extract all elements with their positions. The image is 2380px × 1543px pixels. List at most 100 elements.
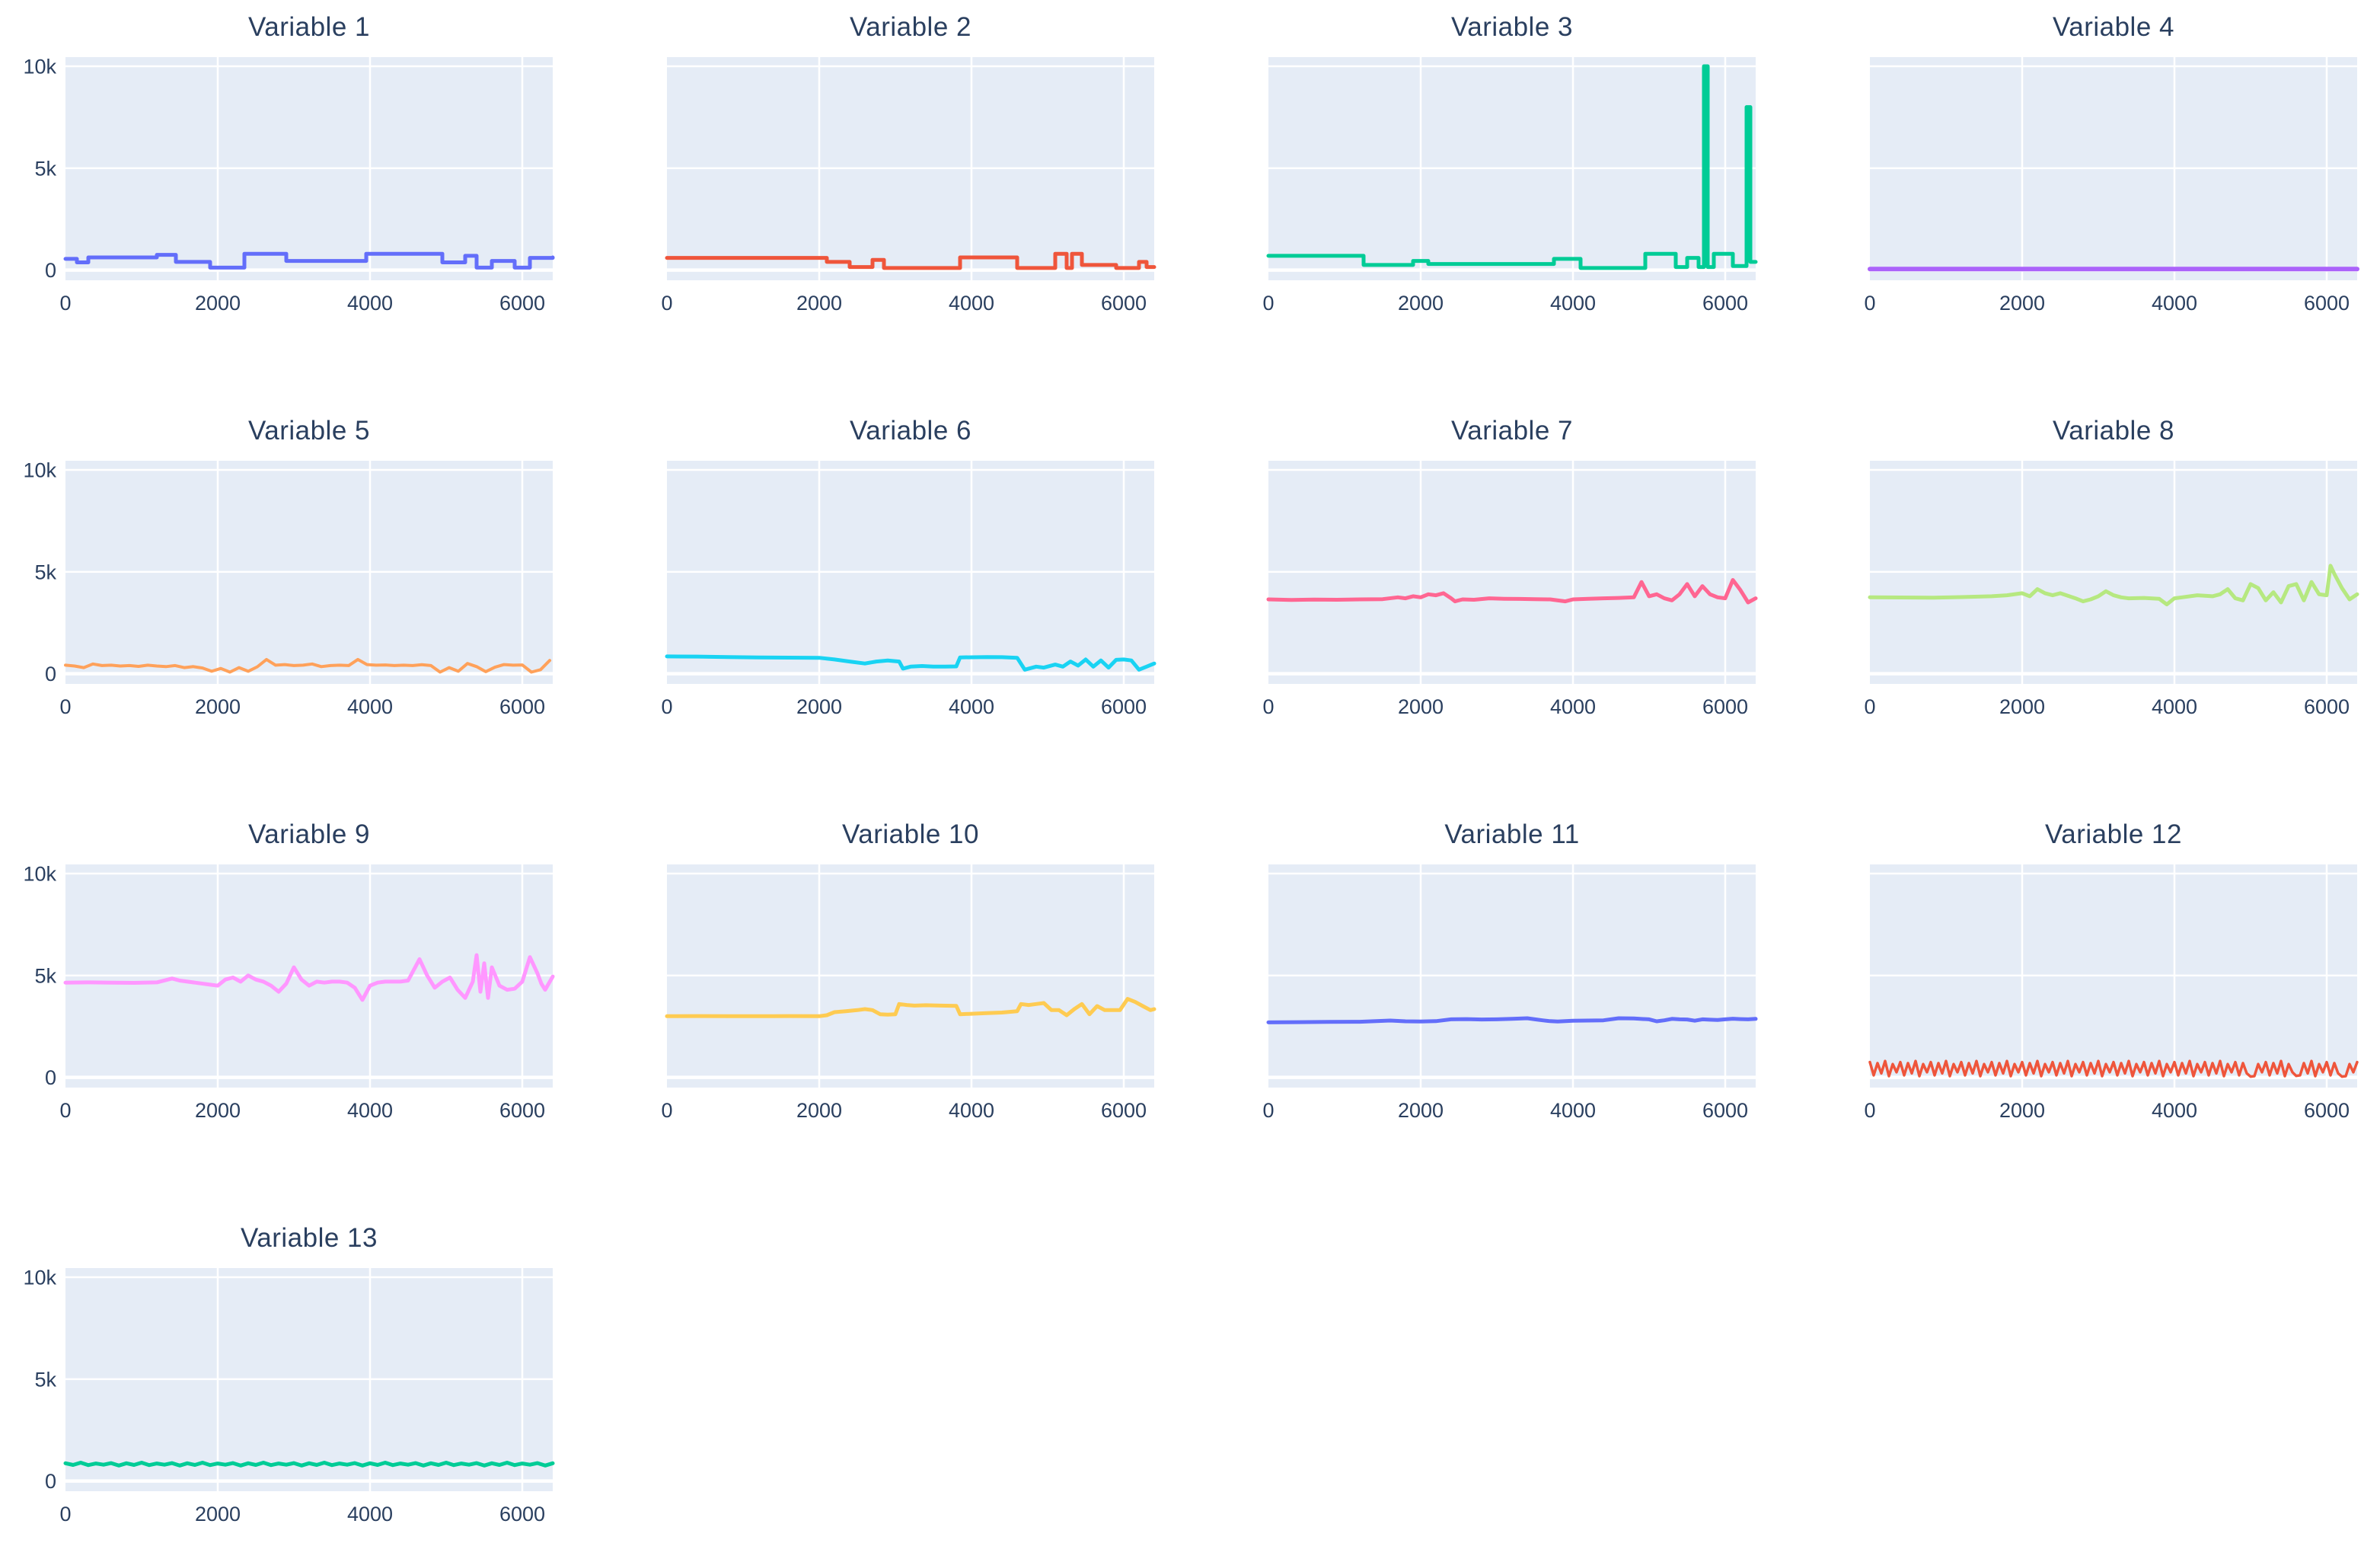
x-tick-label: 0	[1864, 1099, 1875, 1122]
x-tick-label: 0	[1262, 292, 1274, 315]
x-tick-label: 0	[59, 1503, 71, 1525]
x-tick-label: 6000	[1702, 1099, 1748, 1122]
subplot-variable-13[interactable]: Variable 13 0 2000 4000 6000 0 5k 10k	[0, 1211, 601, 1543]
x-tick-label: 2000	[195, 695, 241, 718]
subplot-variable-2[interactable]: Variable 2 0 2000 4000 6000	[601, 0, 1203, 404]
x-tick-label: 4000	[2152, 292, 2197, 315]
x-tick-label: 6000	[2304, 292, 2350, 315]
x-tick-label: 2000	[1398, 1099, 1444, 1122]
x-tick-label: 6000	[2304, 1099, 2350, 1122]
x-tick-label: 6000	[499, 1503, 545, 1525]
x-tick-label: 4000	[1550, 695, 1596, 718]
x-tick-label: 6000	[1101, 1099, 1147, 1122]
chart-plot-area[interactable]: 0 2000 4000 6000	[1804, 0, 2380, 404]
subplot-variable-1[interactable]: Variable 1 0 2000 4000 6000 0 5k 10k	[0, 0, 601, 404]
subplot-variable-12[interactable]: Variable 12 0 2000 4000 6000	[1804, 807, 2380, 1211]
x-tick-label: 6000	[499, 1099, 545, 1122]
x-tick-label: 2000	[1398, 292, 1444, 315]
line-series[interactable]	[1266, 578, 1758, 605]
chart-title: Variable 8	[2052, 416, 2174, 446]
subplot-variable-8[interactable]: Variable 8 0 2000 4000 6000	[1804, 404, 2380, 807]
x-tick-label: 2000	[1999, 292, 2045, 315]
y-tick-label: 10k	[23, 862, 56, 885]
x-tick-label: 2000	[796, 292, 842, 315]
y-tick-label: 10k	[23, 458, 56, 481]
x-tick-label: 0	[59, 292, 71, 315]
x-tick-label: 6000	[499, 292, 545, 315]
line-series[interactable]	[665, 654, 1157, 672]
x-tick-label: 0	[661, 292, 672, 315]
chart-title: Variable 9	[247, 819, 370, 849]
x-tick-label: 0	[59, 695, 71, 718]
y-tick-label: 0	[45, 663, 56, 685]
subplot-variable-9[interactable]: Variable 9 0 2000 4000 6000 0 5k 10k	[0, 807, 601, 1211]
chart-title: Variable 10	[842, 819, 979, 849]
chart-title: Variable 11	[1444, 819, 1580, 849]
chart-plot-area[interactable]: 0 2000 4000 6000	[601, 0, 1203, 404]
x-tick-label: 4000	[949, 292, 994, 315]
x-tick-label: 6000	[499, 695, 545, 718]
chart-plot-area[interactable]: 0 2000 4000 6000	[1203, 807, 1804, 1211]
y-tick-label: 10k	[23, 55, 56, 78]
chart-title: Variable 12	[2045, 819, 2182, 849]
y-tick-label: 0	[45, 259, 56, 282]
line-series[interactable]	[1266, 64, 1758, 270]
chart-plot-area[interactable]: 0 2000 4000 6000 0 5k 10k	[0, 807, 601, 1211]
x-tick-label: 6000	[1702, 292, 1748, 315]
chart-title: Variable 1	[247, 12, 370, 42]
chart-plot-area[interactable]: 0 2000 4000 6000	[1203, 404, 1804, 807]
x-tick-label: 4000	[2152, 695, 2197, 718]
chart-plot-area[interactable]: 0 2000 4000 6000 0 5k 10k	[0, 1211, 601, 1543]
x-tick-label: 4000	[2152, 1099, 2197, 1122]
y-tick-label: 5k	[34, 561, 56, 583]
x-tick-label: 0	[1864, 695, 1875, 718]
subplot-variable-7[interactable]: Variable 7 0 2000 4000 6000	[1203, 404, 1804, 807]
subplot-variable-11[interactable]: Variable 11 0 2000 4000 6000	[1203, 807, 1804, 1211]
x-tick-label: 2000	[1398, 695, 1444, 718]
chart-plot-area[interactable]: 0 2000 4000 6000 0 5k 10k	[0, 0, 601, 404]
chart-plot-area[interactable]: 0 2000 4000 6000	[601, 807, 1203, 1211]
chart-title: Variable 2	[849, 12, 971, 42]
chart-plot-area[interactable]: 0 2000 4000 6000	[1203, 0, 1804, 404]
subplot-variable-3[interactable]: Variable 3 0 2000 4000 6000	[1203, 0, 1804, 404]
subplot-variable-10[interactable]: Variable 10 0 2000 4000 6000	[601, 807, 1203, 1211]
subplot-variable-5[interactable]: Variable 5 0 2000 4000 6000 0 5k 10k	[0, 404, 601, 807]
line-series[interactable]	[64, 657, 551, 674]
x-tick-label: 4000	[347, 1503, 393, 1525]
x-tick-label: 6000	[1702, 695, 1748, 718]
x-tick-label: 4000	[1550, 1099, 1596, 1122]
x-tick-label: 4000	[949, 1099, 994, 1122]
x-tick-label: 4000	[1550, 292, 1596, 315]
chart-plot-area[interactable]: 0 2000 4000 6000	[1804, 807, 2380, 1211]
line-series[interactable]	[1868, 564, 2359, 607]
y-tick-label: 5k	[34, 157, 56, 180]
line-series[interactable]	[63, 1461, 555, 1468]
chart-plot-area[interactable]: 0 2000 4000 6000	[1804, 404, 2380, 807]
y-tick-label: 5k	[34, 1368, 56, 1391]
line-series[interactable]	[63, 251, 555, 270]
subplot-variable-6[interactable]: Variable 6 0 2000 4000 6000	[601, 404, 1203, 807]
x-tick-label: 0	[59, 1099, 71, 1122]
line-series[interactable]	[63, 953, 555, 1002]
line-series[interactable]	[665, 997, 1157, 1018]
chart-plot-area[interactable]: 0 2000 4000 6000 0 5k 10k	[0, 404, 601, 807]
x-tick-label: 0	[1262, 1099, 1274, 1122]
x-tick-label: 4000	[347, 292, 393, 315]
x-tick-label: 0	[1262, 695, 1274, 718]
x-tick-label: 6000	[1101, 695, 1147, 718]
y-tick-label: 0	[45, 1066, 56, 1089]
x-tick-label: 0	[661, 1099, 672, 1122]
subplot-variable-4[interactable]: Variable 4 0 2000 4000 6000	[1804, 0, 2380, 404]
chart-title: Variable 6	[849, 416, 971, 446]
line-series[interactable]	[1266, 1016, 1758, 1024]
x-tick-label: 6000	[1101, 292, 1147, 315]
chart-title: Variable 3	[1450, 12, 1573, 42]
chart-title: Variable 4	[2052, 12, 2174, 42]
x-tick-label: 2000	[195, 292, 241, 315]
chart-plot-area[interactable]: 0 2000 4000 6000	[601, 404, 1203, 807]
y-tick-label: 5k	[34, 964, 56, 987]
line-series[interactable]	[1868, 1059, 2359, 1078]
x-tick-label: 2000	[1999, 1099, 2045, 1122]
line-series[interactable]	[665, 251, 1157, 270]
